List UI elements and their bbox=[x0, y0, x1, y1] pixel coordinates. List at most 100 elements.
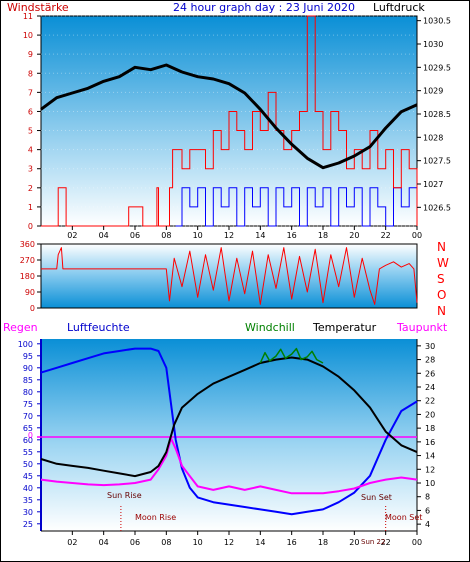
pressure-y-tick-label: 1030 bbox=[423, 40, 443, 49]
humidity-y-tick-label: 40 bbox=[23, 484, 33, 493]
humidity-y-tick-label: 50 bbox=[23, 460, 33, 469]
humidity-y-tick-label: 60 bbox=[23, 436, 33, 445]
wind-y-tick-label: 5 bbox=[28, 127, 33, 136]
temperature-y-tick-label: 12 bbox=[425, 465, 435, 474]
wind-y-tick-label: 1 bbox=[28, 203, 33, 212]
windchill-series bbox=[259, 347, 324, 364]
wind-x-tick-label: 08 bbox=[161, 231, 171, 240]
humidity-y-tick-label: 100 bbox=[18, 340, 33, 349]
humidity-y-tick-label: 25 bbox=[23, 520, 33, 529]
wind-x-tick-label: 10 bbox=[193, 231, 203, 240]
climate-x-tick-label: 08 bbox=[161, 538, 171, 547]
gust-series bbox=[175, 187, 418, 227]
climate-x-tick-label: 00 bbox=[412, 538, 422, 547]
humidity-y-tick-label: 45 bbox=[23, 472, 33, 481]
temperature-y-tick-label: 8 bbox=[425, 493, 430, 502]
sun-22-label: Sun 22 bbox=[361, 538, 385, 546]
wind-x-tick-label: 00 bbox=[412, 231, 422, 240]
temperature-y-tick-label: 22 bbox=[425, 397, 435, 406]
wind-y-tick-label: 7 bbox=[28, 88, 33, 97]
climate-x-tick-label: 14 bbox=[255, 538, 265, 547]
dewpoint-series bbox=[40, 437, 418, 495]
pressure-y-tick-label: 1030.5 bbox=[423, 17, 451, 26]
direction-y-tick-label: 270 bbox=[20, 256, 35, 265]
climate-x-tick-label: 16 bbox=[287, 538, 297, 547]
pressure-y-tick-label: 1027.5 bbox=[423, 157, 451, 166]
wind-y-tick-label: 0 bbox=[28, 222, 33, 231]
header-right-label: Luftdruck bbox=[373, 1, 425, 14]
direction-letter: W bbox=[437, 256, 449, 270]
climate-x-tick-label: 02 bbox=[67, 538, 77, 547]
direction-letter: N bbox=[437, 304, 446, 318]
climate-x-tick-label: 10 bbox=[193, 538, 203, 547]
direction-letter: N bbox=[437, 240, 446, 254]
temperature-y-tick-label: 10 bbox=[425, 479, 435, 488]
pressure-y-tick-label: 1029.5 bbox=[423, 63, 451, 72]
pressure-series bbox=[40, 63, 418, 170]
direction-series bbox=[41, 247, 418, 305]
wind-x-tick-label: 20 bbox=[349, 231, 359, 240]
wind-x-tick-label: 18 bbox=[318, 231, 328, 240]
moon-set-label: Moon Set bbox=[385, 513, 422, 522]
humidity-y-tick-label: 80 bbox=[23, 388, 33, 397]
wind-y-tick-label: 10 bbox=[23, 31, 33, 40]
humidity-y-tick-label: 65 bbox=[23, 424, 33, 433]
temperature-y-tick-label: 14 bbox=[425, 452, 435, 461]
direction-y-tick-label: 180 bbox=[20, 272, 35, 281]
legend-taupunkt: Taupunkt bbox=[396, 321, 448, 334]
temperature-series bbox=[40, 356, 418, 478]
climate-x-tick-label: 20 bbox=[349, 538, 359, 547]
direction-letter: S bbox=[437, 272, 445, 286]
moon-rise-label: Moon Rise bbox=[135, 513, 176, 522]
pressure-y-tick-label: 1028.5 bbox=[423, 110, 451, 119]
temperature-y-tick-label: 4 bbox=[425, 520, 430, 529]
wind-y-tick-label: 6 bbox=[28, 107, 33, 116]
humidity-series bbox=[40, 347, 418, 516]
direction-y-tick-label: 0 bbox=[30, 304, 35, 313]
legend-luftfeuchte: Luftfeuchte bbox=[67, 321, 130, 334]
humidity-y-tick-label: 85 bbox=[23, 376, 33, 385]
legend-windchill: Windchill bbox=[245, 321, 295, 334]
legend-temperatur: Temperatur bbox=[312, 321, 377, 334]
legend-regen: Regen bbox=[3, 321, 38, 334]
chart-title: 24 hour graph day : 23 Juni 2020 bbox=[173, 1, 355, 14]
humidity-y-tick-label: 90 bbox=[23, 364, 33, 373]
direction-y-tick-label: 90 bbox=[25, 288, 35, 297]
wind-y-tick-label: 11 bbox=[23, 12, 33, 21]
direction-letter: O bbox=[437, 288, 446, 302]
temperature-y-tick-label: 20 bbox=[425, 410, 435, 419]
pressure-y-tick-label: 1027 bbox=[423, 180, 443, 189]
wind-x-tick-label: 12 bbox=[224, 231, 234, 240]
wind-series bbox=[41, 15, 418, 227]
wind-y-tick-label: 4 bbox=[28, 146, 33, 155]
temperature-y-tick-label: 16 bbox=[425, 438, 435, 447]
wind-x-tick-label: 16 bbox=[287, 231, 297, 240]
pressure-y-tick-label: 1028 bbox=[423, 133, 443, 142]
humidity-y-tick-label: 70 bbox=[23, 412, 33, 421]
temperature-y-tick-label: 24 bbox=[425, 383, 435, 392]
wind-y-tick-label: 3 bbox=[28, 165, 33, 174]
pressure-y-tick-label: 1026.5 bbox=[423, 203, 451, 212]
zero-label: 0 bbox=[28, 431, 33, 440]
wind-y-tick-label: 8 bbox=[28, 69, 33, 78]
climate-x-tick-label: 04 bbox=[99, 538, 109, 547]
wind-x-tick-label: 02 bbox=[67, 231, 77, 240]
wind-y-tick-label: 9 bbox=[28, 50, 33, 59]
temperature-y-tick-label: 18 bbox=[425, 424, 435, 433]
header-left-label: Windstärke bbox=[7, 1, 69, 14]
wind-x-tick-label: 04 bbox=[99, 231, 109, 240]
direction-y-tick-label: 360 bbox=[20, 240, 35, 249]
humidity-y-tick-label: 55 bbox=[23, 448, 33, 457]
humidity-y-tick-label: 30 bbox=[23, 508, 33, 517]
wind-x-tick-label: 06 bbox=[130, 231, 140, 240]
temperature-y-tick-label: 6 bbox=[425, 506, 430, 515]
temperature-y-tick-label: 26 bbox=[425, 369, 435, 378]
temperature-y-tick-label: 28 bbox=[425, 356, 435, 365]
pressure-y-tick-label: 1029 bbox=[423, 87, 443, 96]
humidity-y-tick-label: 75 bbox=[23, 400, 33, 409]
wind-y-tick-label: 2 bbox=[28, 184, 33, 193]
climate-x-tick-label: 18 bbox=[318, 538, 328, 547]
humidity-y-tick-label: 95 bbox=[23, 352, 33, 361]
temperature-y-tick-label: 30 bbox=[425, 342, 435, 351]
